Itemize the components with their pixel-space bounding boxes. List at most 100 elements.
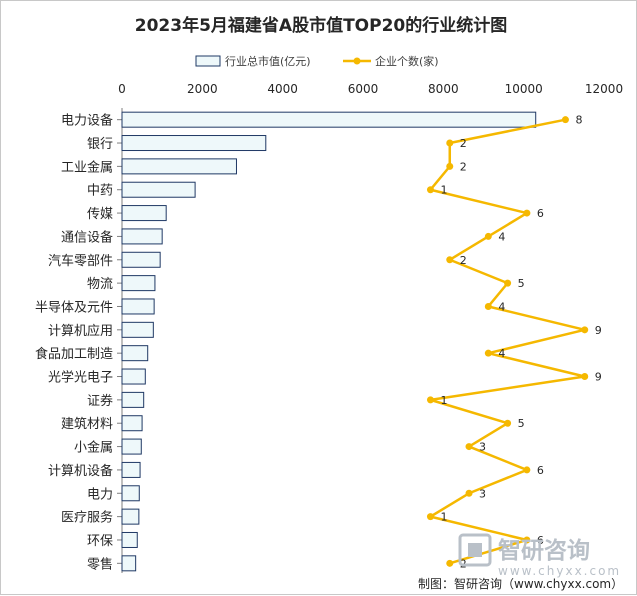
bar bbox=[121, 461, 141, 478]
bar bbox=[121, 158, 237, 175]
bar bbox=[121, 205, 167, 222]
count-point bbox=[426, 186, 434, 194]
count-data-label: 1 bbox=[440, 511, 447, 524]
count-data-label: 3 bbox=[479, 441, 486, 454]
x-axis-ticks: 0 2000 4000 6000 8000 10000 12000 bbox=[118, 82, 623, 96]
category-label: 物流 bbox=[87, 277, 113, 292]
watermark: 智研咨询 www.chyxx.com bbox=[458, 533, 621, 578]
count-point bbox=[504, 279, 512, 287]
x-tick-label: 10000 bbox=[505, 82, 543, 96]
bar bbox=[121, 298, 155, 315]
category-label: 通信设备 bbox=[61, 229, 113, 245]
count-data-label: 9 bbox=[595, 324, 602, 337]
legend-line-marker bbox=[353, 57, 361, 65]
category-label: 计算机应用 bbox=[48, 323, 113, 339]
category-labels: 电力设备银行工业金属中药传媒通信设备汽车零部件物流半导体及元件计算机应用食品加工… bbox=[35, 113, 122, 572]
count-point bbox=[484, 232, 492, 240]
watermark-logo-icon bbox=[458, 533, 492, 567]
category-label: 环保 bbox=[87, 534, 113, 549]
count-point bbox=[426, 513, 434, 521]
watermark-brand: 智研咨询 bbox=[498, 537, 590, 564]
category-label: 银行 bbox=[87, 137, 113, 152]
category-label: 电力 bbox=[87, 487, 113, 502]
bar bbox=[121, 111, 537, 128]
chart-title: 2023年5月福建省A股市值TOP20的行业统计图 bbox=[135, 15, 507, 36]
count-point bbox=[581, 373, 589, 381]
category-label: 光学光电子 bbox=[48, 370, 113, 386]
category-label: 建筑材料 bbox=[61, 416, 113, 432]
count-data-label: 6 bbox=[537, 207, 544, 220]
category-label: 汽车零部件 bbox=[48, 253, 113, 269]
count-point bbox=[446, 559, 454, 567]
count-data-label: 6 bbox=[537, 534, 544, 547]
count-data-label: 8 bbox=[575, 114, 582, 127]
count-data-label: 1 bbox=[440, 394, 447, 407]
source-note: 制图：智研咨询（www.chyxx.com） bbox=[418, 576, 623, 591]
bar bbox=[121, 251, 161, 268]
bar bbox=[121, 438, 142, 455]
category-label: 传媒 bbox=[87, 207, 113, 222]
bar bbox=[121, 368, 146, 385]
count-data-label: 2 bbox=[460, 254, 467, 267]
watermark-logo-inner bbox=[468, 543, 482, 557]
bar bbox=[121, 391, 145, 408]
bar bbox=[121, 508, 140, 525]
count-data-label: 5 bbox=[518, 277, 525, 290]
category-label: 工业金属 bbox=[61, 159, 113, 175]
bar-series bbox=[121, 111, 537, 572]
category-label: 中药 bbox=[87, 184, 113, 199]
count-point bbox=[446, 256, 454, 264]
count-data-label: 4 bbox=[498, 300, 505, 313]
x-tick-label: 12000 bbox=[585, 82, 623, 96]
bar bbox=[121, 531, 138, 548]
category-label: 证券 bbox=[87, 393, 113, 409]
count-point bbox=[523, 466, 531, 474]
category-label: 零售 bbox=[87, 556, 113, 572]
count-point bbox=[561, 116, 569, 124]
count-point bbox=[523, 209, 531, 217]
x-tick-label: 8000 bbox=[428, 82, 459, 96]
count-data-label: 4 bbox=[498, 230, 505, 243]
count-data-label: 2 bbox=[460, 160, 467, 173]
count-point bbox=[504, 419, 512, 427]
count-point bbox=[484, 302, 492, 310]
count-point bbox=[581, 326, 589, 334]
count-data-label: 3 bbox=[479, 487, 486, 500]
count-data-label: 1 bbox=[440, 184, 447, 197]
count-point bbox=[484, 349, 492, 357]
bar bbox=[121, 228, 163, 245]
category-label: 计算机设备 bbox=[48, 463, 113, 479]
count-data-label: 5 bbox=[518, 417, 525, 430]
count-data-label: 9 bbox=[595, 371, 602, 384]
x-tick-label: 0 bbox=[118, 82, 126, 96]
bar bbox=[121, 275, 156, 292]
bar bbox=[121, 321, 154, 338]
category-label: 食品加工制造 bbox=[35, 346, 113, 362]
watermark-url: www.chyxx.com bbox=[498, 564, 621, 578]
count-data-label: 4 bbox=[498, 347, 505, 360]
bar bbox=[121, 415, 143, 432]
x-tick-label: 4000 bbox=[267, 82, 298, 96]
bar bbox=[121, 555, 137, 572]
x-tick-label: 2000 bbox=[187, 82, 218, 96]
count-data-label: 2 bbox=[460, 137, 467, 150]
count-point bbox=[426, 396, 434, 404]
count-point bbox=[523, 536, 531, 544]
legend-line-label: 企业个数(家) bbox=[375, 54, 439, 68]
count-line bbox=[429, 118, 586, 565]
count-point bbox=[446, 162, 454, 170]
legend: 行业总市值(亿元) 企业个数(家) bbox=[195, 54, 439, 68]
bar bbox=[121, 181, 196, 198]
count-point bbox=[465, 489, 473, 497]
legend-bar-label: 行业总市值(亿元) bbox=[225, 54, 311, 68]
category-label: 电力设备 bbox=[61, 113, 113, 129]
bar bbox=[121, 345, 149, 362]
legend-bar-swatch bbox=[195, 55, 221, 67]
category-label: 半导体及元件 bbox=[35, 300, 113, 315]
count-data-label: 6 bbox=[537, 464, 544, 477]
bar bbox=[121, 485, 140, 502]
bar bbox=[121, 135, 267, 152]
count-point bbox=[446, 139, 454, 147]
